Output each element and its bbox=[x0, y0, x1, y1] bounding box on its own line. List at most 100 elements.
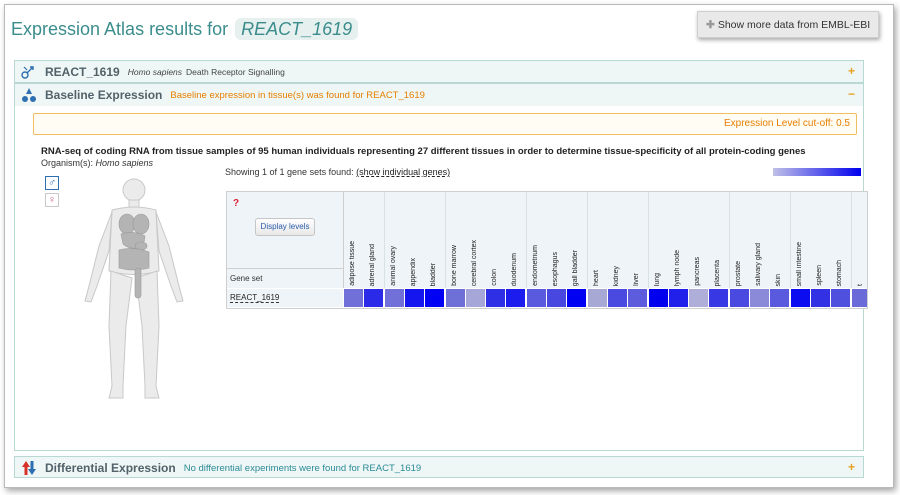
tissue-column-header[interactable]: appendix bbox=[405, 192, 426, 288]
table-row-label: REACT_1619 bbox=[227, 289, 343, 307]
tissue-column-header[interactable]: duodenum bbox=[506, 192, 527, 288]
expression-cutoff-box[interactable]: Expression Level cut-off: 0.5 bbox=[33, 113, 857, 135]
heatmap-cell[interactable] bbox=[588, 289, 608, 307]
tissue-column-header[interactable]: bladder bbox=[425, 192, 446, 288]
tissue-column-header[interactable]: salivary gland bbox=[750, 192, 771, 288]
tissue-column-header[interactable]: esophagus bbox=[547, 192, 568, 288]
heatmap-cell[interactable] bbox=[770, 289, 790, 307]
differential-panel[interactable]: Differential Expression No differential … bbox=[14, 456, 864, 478]
tissue-column-header[interactable]: small intestine bbox=[791, 192, 812, 288]
expand-toggle[interactable]: + bbox=[847, 64, 855, 78]
gene-sets-summary: Showing 1 of 1 gene sets found: (show in… bbox=[225, 167, 450, 177]
tissue-column-header[interactable]: lung bbox=[649, 192, 670, 288]
gene-set-link[interactable]: REACT_1619 bbox=[230, 293, 280, 303]
collapse-toggle[interactable]: − bbox=[847, 87, 855, 101]
page-title: Expression Atlas results for REACT_1619 bbox=[11, 18, 359, 40]
heatmap-cell[interactable] bbox=[466, 289, 486, 307]
heatmap-cell[interactable] bbox=[811, 289, 831, 307]
heatmap-cell[interactable] bbox=[364, 289, 384, 307]
differential-panel-header[interactable]: Differential Expression No differential … bbox=[15, 457, 863, 479]
baseline-panel-header[interactable]: Baseline Expression Baseline expression … bbox=[15, 84, 863, 106]
tissue-label: spleen bbox=[816, 265, 823, 286]
tissue-column-header[interactable]: cerebral cortex bbox=[466, 192, 487, 288]
baseline-expression-icon bbox=[22, 88, 36, 102]
baseline-panel: Baseline Expression Baseline expression … bbox=[14, 83, 868, 451]
baseline-panel-subtitle: Baseline expression in tissue(s) was fou… bbox=[170, 89, 425, 101]
tissue-label: prostate bbox=[735, 260, 742, 286]
heatmap-cell[interactable] bbox=[649, 289, 669, 307]
tissue-column-header[interactable]: stomach bbox=[831, 192, 852, 288]
heatmap-cell[interactable] bbox=[425, 289, 445, 307]
experiment-title-link[interactable]: RNA-seq of coding RNA from tissue sample… bbox=[41, 146, 806, 157]
gender-toggle: ♂ ♀ bbox=[45, 176, 59, 210]
male-icon[interactable]: ♂ bbox=[45, 176, 59, 190]
tissue-label: kidney bbox=[613, 265, 620, 286]
heatmap-cell[interactable] bbox=[527, 289, 547, 307]
tissue-column-header[interactable]: liver bbox=[628, 192, 649, 288]
reactome-description: Death Receptor Signalling bbox=[186, 67, 285, 77]
heatmap-cell[interactable] bbox=[791, 289, 811, 307]
heatmap-cell[interactable] bbox=[344, 289, 364, 307]
show-more-data-button[interactable]: ✚ Show more data from EMBL-EBI bbox=[697, 11, 879, 38]
heatmap-cell[interactable] bbox=[608, 289, 628, 307]
heatmap-cell[interactable] bbox=[750, 289, 770, 307]
heatmap-cell[interactable] bbox=[730, 289, 750, 307]
baseline-panel-title: Baseline Expression bbox=[45, 88, 163, 102]
tissue-column-header[interactable]: prostate bbox=[730, 192, 751, 288]
page-title-prefix: Expression Atlas results for bbox=[11, 19, 229, 39]
reactome-panel-title: REACT_1619 bbox=[45, 65, 120, 79]
expression-legend-gradient bbox=[773, 168, 861, 176]
human-anatomogram[interactable] bbox=[79, 176, 189, 401]
heatmap-cell[interactable] bbox=[385, 289, 405, 307]
female-icon[interactable]: ♀ bbox=[45, 193, 59, 207]
heatmap-cell[interactable] bbox=[852, 289, 867, 307]
heatmap-cell[interactable] bbox=[486, 289, 506, 307]
tissue-column-header[interactable]: skin bbox=[770, 192, 791, 288]
tissue-column-header[interactable]: lymph node bbox=[669, 192, 690, 288]
tissue-label: esophagus bbox=[552, 251, 559, 286]
tissue-label: placenta bbox=[714, 259, 721, 286]
organism-name: Homo sapiens bbox=[95, 158, 154, 168]
tissue-label: bone marrow bbox=[451, 245, 458, 286]
heatmap-cell[interactable] bbox=[669, 289, 689, 307]
reactome-species: Homo sapiens bbox=[127, 67, 183, 77]
tissue-column-header[interactable]: adipose tissue bbox=[344, 192, 365, 288]
tissue-column-header[interactable]: spleen bbox=[811, 192, 832, 288]
gene-set-column-header: Gene set bbox=[227, 268, 343, 288]
heatmap-cell[interactable] bbox=[446, 289, 466, 307]
heatmap-cell[interactable] bbox=[689, 289, 709, 307]
organism-label: Organism(s): bbox=[41, 158, 94, 168]
tissue-column-header[interactable]: placenta bbox=[709, 192, 730, 288]
heatmap-cell[interactable] bbox=[567, 289, 587, 307]
reactome-panel-header[interactable]: REACT_1619 Homo sapiens Death Receptor S… bbox=[15, 61, 863, 83]
tissue-column-header[interactable]: t bbox=[852, 192, 867, 288]
tissue-column-header[interactable]: bone marrow bbox=[446, 192, 467, 288]
heatmap-cell[interactable] bbox=[405, 289, 425, 307]
tissue-column-header[interactable]: gall bladder bbox=[567, 192, 588, 288]
differential-expression-icon bbox=[22, 461, 36, 475]
tissue-column-header[interactable]: colon bbox=[486, 192, 507, 288]
show-individual-genes-link[interactable]: (show individual genes) bbox=[356, 167, 451, 177]
help-icon[interactable]: ? bbox=[233, 198, 240, 209]
heatmap-cell[interactable] bbox=[506, 289, 526, 307]
heatmap-cell[interactable] bbox=[831, 289, 851, 307]
tissue-label: lung bbox=[654, 272, 661, 286]
differential-panel-title: Differential Expression bbox=[45, 461, 176, 475]
tissue-column-header[interactable]: heart bbox=[588, 192, 609, 288]
tissue-column-header[interactable]: adrenal gland bbox=[364, 192, 385, 288]
tissue-label: animal ovary bbox=[390, 246, 397, 286]
expand-toggle[interactable]: + bbox=[847, 460, 855, 474]
tissue-column-header[interactable]: animal ovary bbox=[385, 192, 406, 288]
reactome-panel[interactable]: REACT_1619 Homo sapiens Death Receptor S… bbox=[14, 60, 864, 83]
tissue-label: salivary gland bbox=[755, 243, 762, 286]
tissue-column-header[interactable]: kidney bbox=[608, 192, 629, 288]
tissue-label: adrenal gland bbox=[369, 243, 376, 286]
showing-text: Showing 1 of 1 gene sets found: bbox=[225, 167, 354, 177]
display-levels-button[interactable]: Display levels bbox=[255, 218, 315, 236]
show-more-label: Show more data from EMBL-EBI bbox=[717, 19, 871, 31]
heatmap-cell[interactable] bbox=[628, 289, 648, 307]
tissue-column-header[interactable]: endometrium bbox=[527, 192, 548, 288]
heatmap-cell[interactable] bbox=[547, 289, 567, 307]
heatmap-cell[interactable] bbox=[709, 289, 729, 307]
tissue-column-header[interactable]: pancreas bbox=[689, 192, 710, 288]
